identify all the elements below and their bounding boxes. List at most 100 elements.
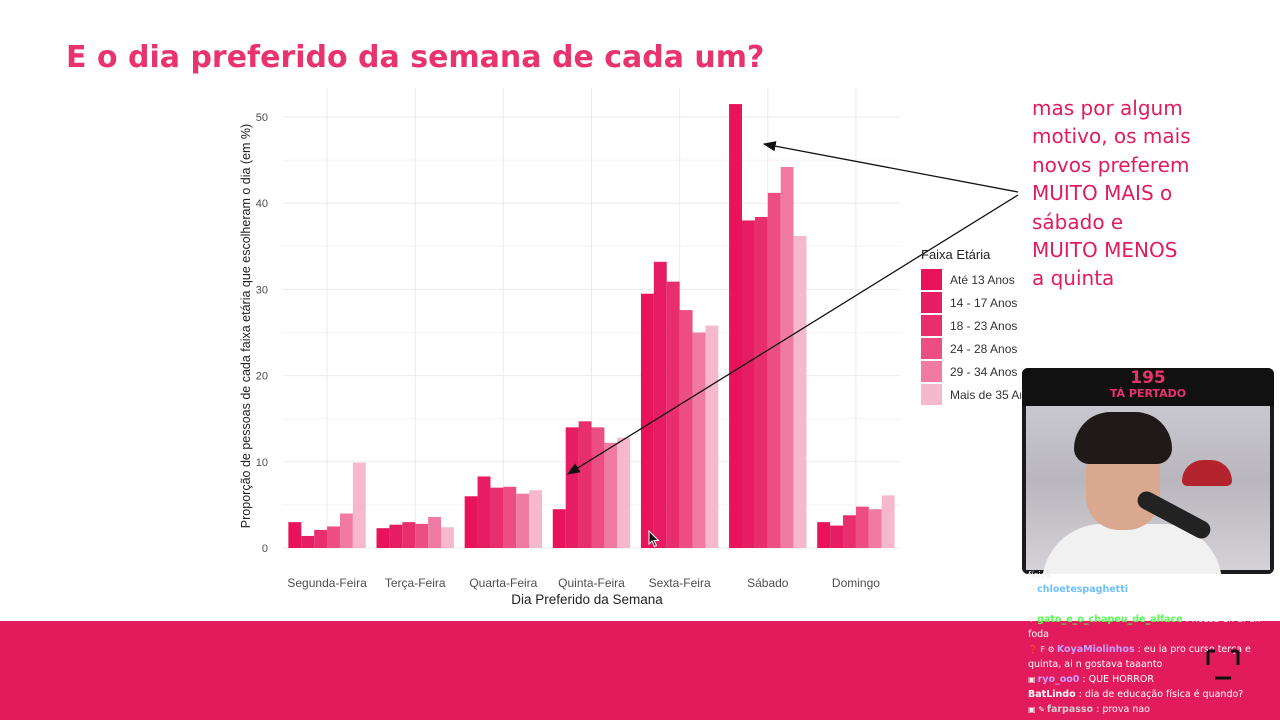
legend-swatch (921, 269, 942, 290)
chat-message: ⚠ chloetespaghetti : quinta é sempre as p… (1024, 582, 1280, 612)
legend-item: 18 - 23 Anos (921, 314, 1021, 337)
legend-swatch (921, 384, 942, 405)
bar (692, 332, 706, 548)
y-axis-title: Proporção de pessoas de cada faixa etári… (239, 124, 253, 528)
bar (617, 437, 631, 548)
bar (441, 527, 454, 548)
cam-hair (1074, 412, 1172, 464)
chat-badge-icon: ⚠ (1028, 585, 1036, 594)
chat-username: KoyaMiolinhos (1056, 644, 1135, 655)
y-tick-label: 10 (256, 457, 268, 469)
x-tick-label: Sábado (747, 576, 789, 590)
bar (339, 513, 353, 548)
x-tick-label: Quarta-Feira (469, 576, 537, 590)
chat-username: ryo_oo0 (1037, 674, 1080, 685)
chat-text: : prova nao (1093, 704, 1150, 715)
bar (402, 522, 416, 548)
legend-item: Mais de 35 Anos (921, 383, 1021, 406)
bar (767, 192, 781, 548)
legend-label: Até 13 Anos (950, 272, 1015, 287)
counter-value: 195 (1130, 368, 1166, 388)
legend-item: 29 - 34 Anos (921, 360, 1021, 383)
chat-badge-icon: ♥ (1028, 615, 1036, 624)
y-tick-label: 40 (256, 198, 268, 210)
bar (352, 462, 366, 548)
legend-label: 14 - 17 Anos (950, 295, 1018, 310)
chart-legend: Faixa Etária Até 13 Anos 14 - 17 Anos 18 -… (921, 247, 1021, 406)
chat-text: : eu ia pro curso terça e quinta, ai n g… (1028, 644, 1251, 670)
bar (490, 487, 504, 548)
bar (830, 525, 844, 548)
chat-badge-icon: ▣ (1028, 675, 1036, 684)
bar (640, 293, 654, 548)
legend-label: 29 - 34 Anos (950, 364, 1018, 379)
chat-message: BatLindo : dia de educação física é quan… (1024, 687, 1280, 702)
chat-message: ❓ F ⚙ KoyaMiolinhos : eu ia pro curso ter… (1024, 642, 1280, 672)
bar (868, 509, 882, 548)
x-tick-label: Quinta-Feira (558, 576, 625, 590)
bracket-mark-icon (1206, 649, 1240, 680)
legend-label: 18 - 23 Anos (950, 318, 1018, 333)
bar (705, 325, 719, 548)
legend-title: Faixa Etária (921, 247, 991, 262)
annotation-line: sábado e (1032, 209, 1124, 234)
y-tick-label: 0 (262, 543, 268, 555)
bar (653, 261, 667, 548)
chat-username: farpasso (1046, 704, 1094, 715)
annotation-line: MUITO MENOS (1032, 238, 1178, 263)
bar (729, 104, 742, 548)
annotation-line: MUITO MAIS o (1032, 181, 1173, 206)
webcam-counter: 195 TÁ PERTADO (1022, 368, 1274, 406)
annotation-line: mas por algum (1032, 96, 1183, 120)
bar (855, 506, 869, 548)
chat-badge-icon: ❓ F ⚙ (1028, 645, 1055, 654)
webcam-overlay: 195 TÁ PERTADO (1022, 368, 1274, 574)
bar (503, 486, 517, 548)
chat-message: ▣ ✎ farpasso : prova nao (1024, 702, 1280, 717)
legend-swatch (921, 292, 942, 313)
arrow-to-quinta (566, 194, 1019, 475)
chat-badge-icon: ▣ ✎ (1028, 705, 1045, 714)
bar (327, 526, 340, 548)
chat-message: ♥ gato_e_o_chapeu_de_alface : nossa eh ai… (1024, 612, 1280, 642)
legend-item: Até 13 Anos (921, 268, 1021, 291)
legend-label: 24 - 28 Anos (950, 341, 1018, 356)
bar (817, 522, 831, 548)
annotation-text: mas por algum motivo, os mais novos pref… (1032, 94, 1232, 293)
legend-item: 24 - 28 Anos (921, 337, 1021, 360)
x-tick-label: Segunda-Feira (287, 576, 367, 590)
bar (754, 216, 768, 548)
legend-swatch (921, 338, 942, 359)
bar-chart: Segunda-Feira Terça-Feira Quarta-Feira Quin… (239, 88, 1019, 607)
webcam-video (1026, 406, 1270, 574)
bar (288, 522, 302, 548)
x-tick-label: Domingo (832, 576, 880, 590)
stream-chat: física ⚠ chloetespaghetti : quinta é semp… (1024, 570, 1280, 720)
x-tick-label: Terça-Feira (385, 576, 446, 590)
bar (565, 427, 579, 548)
bar (843, 515, 856, 548)
bar (591, 427, 605, 548)
counter-caption: TÁ PERTADO (1109, 387, 1187, 400)
cam-hat (1182, 460, 1232, 486)
bar (780, 166, 794, 548)
annotation-line: motivo, os mais (1032, 124, 1191, 149)
bar (516, 493, 530, 548)
legend-swatch (921, 361, 942, 382)
bar (793, 235, 807, 548)
annotation-line: a quinta (1032, 266, 1115, 291)
slide-title: E o dia preferido da semana de cada um? (66, 40, 765, 75)
chat-username: gato_e_o_chapeu_de_alface (1037, 614, 1183, 625)
bar (679, 310, 693, 548)
y-tick-label: 50 (256, 112, 268, 124)
bar (881, 495, 895, 548)
chat-text: : dia de educação física é quando? (1075, 689, 1244, 700)
bar (389, 524, 403, 548)
chat-username: BatLindo (1028, 689, 1076, 700)
bar (464, 496, 478, 548)
bar (666, 281, 680, 548)
bar (314, 529, 328, 548)
arrow-to-sabado (762, 141, 1019, 193)
bar (552, 509, 566, 548)
bar (529, 490, 543, 548)
